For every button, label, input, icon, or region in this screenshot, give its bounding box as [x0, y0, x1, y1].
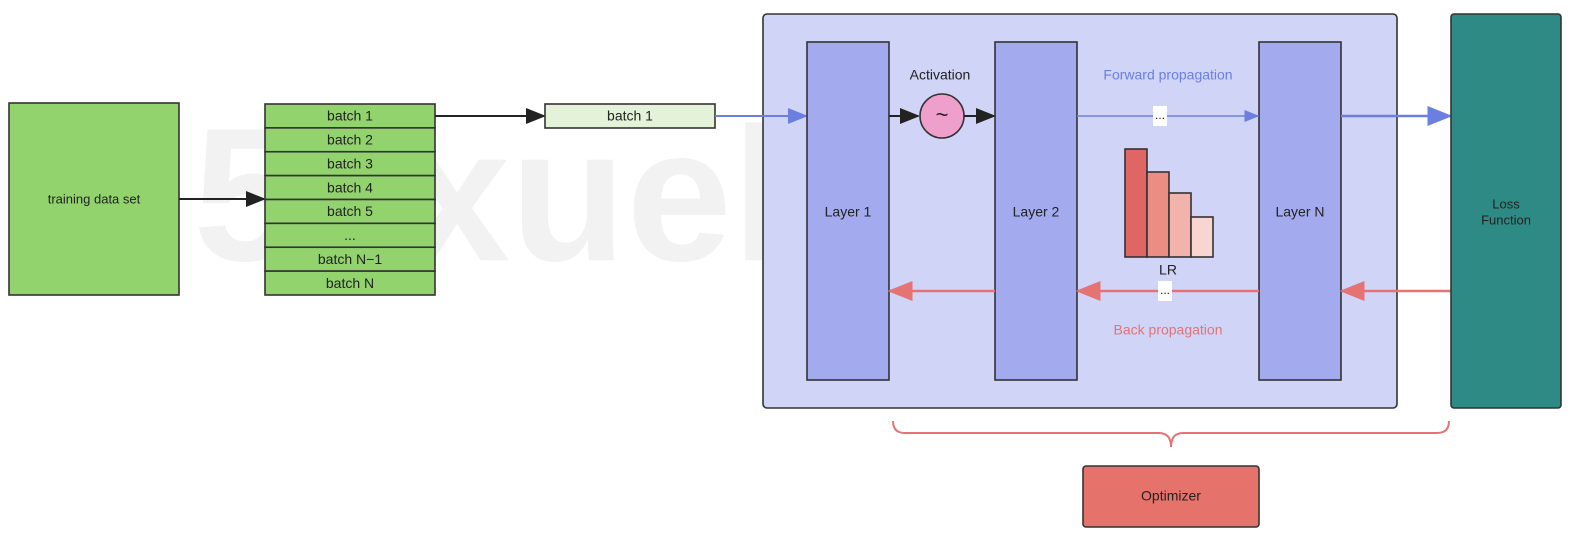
batch-label: ...: [344, 227, 356, 243]
batch-label: batch 4: [327, 179, 373, 195]
batch-label: batch 1: [327, 108, 373, 124]
selected-batch-label: batch 1: [607, 108, 653, 124]
loss-box: [1450, 13, 1562, 409]
batch-label: batch N: [326, 275, 374, 291]
lr-bar: [1146, 171, 1170, 258]
layer-box: [994, 41, 1078, 381]
batch-stack: batch 1 batch 2 batch 3 batch 4 batch 5... ba…: [264, 103, 436, 296]
lr-bar: [1190, 216, 1214, 258]
dataset-label: training data set: [48, 191, 141, 206]
optimizer-label: Optimizer: [1141, 488, 1201, 504]
layer-label: Layer 2: [1013, 204, 1060, 220]
layer-box: [1258, 41, 1342, 381]
batch-label: batch N−1: [318, 251, 382, 267]
batch-label: batch 5: [327, 203, 373, 219]
forward-label: Forward propagation: [1103, 67, 1232, 83]
lr-bar: [1168, 192, 1192, 258]
layer-box: [806, 41, 890, 381]
loss-label: Function: [1481, 212, 1531, 227]
ellipsis-bg: [1153, 106, 1167, 126]
loss-label: Loss: [1492, 196, 1520, 211]
lr-label: LR: [1159, 262, 1177, 278]
batch-label: batch 2: [327, 132, 373, 148]
back-label: Back propagation: [1114, 322, 1223, 338]
ellipsis-bg: [1158, 281, 1172, 301]
dataset-box: [8, 102, 180, 296]
selected-batch-box: [544, 103, 716, 129]
batch-row: [264, 270, 436, 296]
activation-label: Activation: [910, 67, 971, 83]
brace: [892, 420, 1450, 448]
optimizer-box: [1082, 465, 1260, 528]
forward-ellipsis: ...: [1155, 108, 1165, 122]
activation-symbol: ~: [936, 102, 949, 127]
batch-label: batch 3: [327, 155, 373, 171]
layer-label: Layer N: [1275, 204, 1324, 220]
lr-bar: [1124, 148, 1148, 258]
layer-label: Layer 1: [825, 204, 872, 220]
back-ellipsis: ...: [1160, 283, 1170, 297]
